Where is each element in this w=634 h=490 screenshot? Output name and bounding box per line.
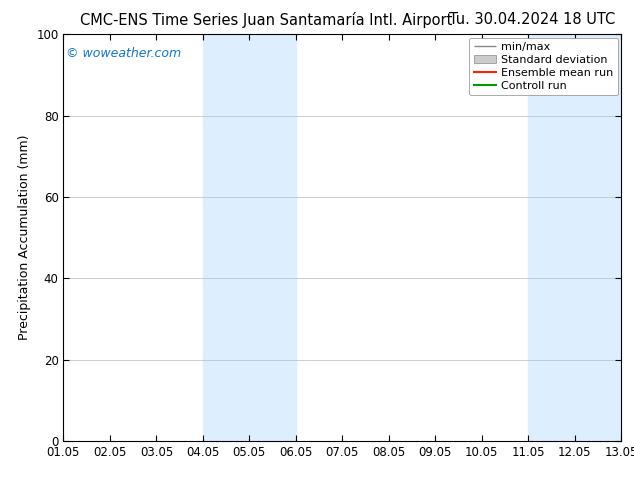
Bar (203, 34, 296, 441)
Text: © woweather.com: © woweather.com (66, 47, 181, 59)
Legend: min/max, Standard deviation, Ensemble mean run, Controll run: min/max, Standard deviation, Ensemble me… (469, 38, 618, 95)
Y-axis label: Precipitation Accumulation (mm): Precipitation Accumulation (mm) (18, 135, 30, 341)
Bar (528, 34, 621, 441)
Text: Tu. 30.04.2024 18 UTC: Tu. 30.04.2024 18 UTC (449, 12, 615, 27)
Text: CMC-ENS Time Series Juan Santamaría Intl. Airport: CMC-ENS Time Series Juan Santamaría Intl… (80, 12, 453, 28)
